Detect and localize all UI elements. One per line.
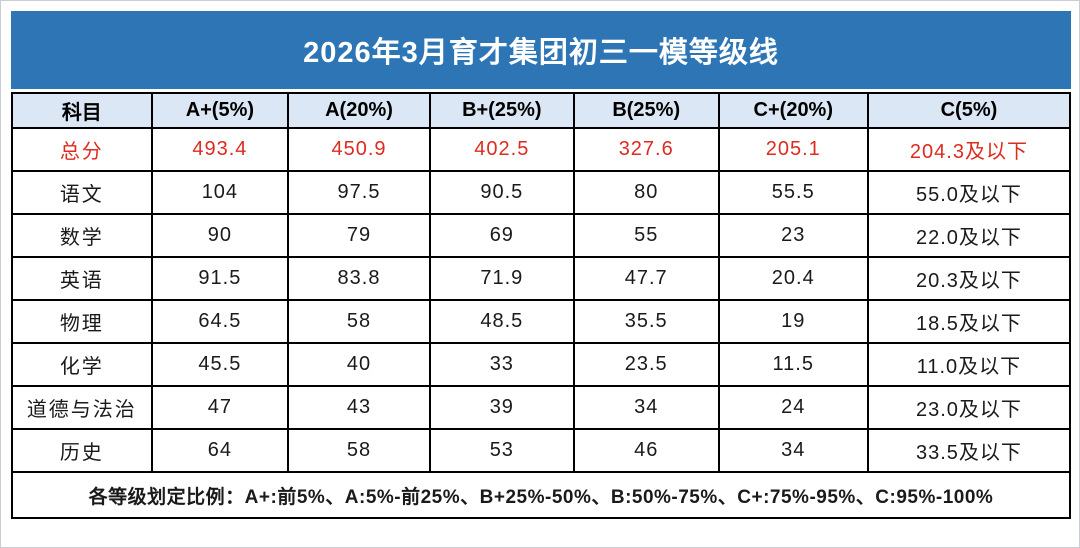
- value-cell: 55.0及以下: [866, 170, 1072, 215]
- subject-cell: 英语: [11, 256, 153, 301]
- subject-cell: 化学: [11, 342, 153, 387]
- value-cell: 23.5: [572, 342, 720, 387]
- subject-cell: 历史: [11, 428, 153, 473]
- table-row: 物理 64.5 58 48.5 35.5 19 18.5及以下: [11, 299, 1072, 344]
- table-body: 总分 493.4 450.9 402.5 327.6 205.1 204.3及以下 语文 104…: [11, 127, 1072, 473]
- value-cell: 327.6: [572, 127, 720, 172]
- value-cell: 64: [150, 428, 290, 473]
- value-cell: 46: [572, 428, 720, 473]
- value-cell: 71.9: [428, 256, 575, 301]
- footnote-row: 各等级划定比例：A+:前5%、A:5%-前25%、B+25%-50%、B:50%…: [11, 471, 1071, 519]
- header-cell: 科目: [11, 92, 153, 129]
- subject-cell: 道德与法治: [11, 385, 153, 430]
- value-cell: 79: [287, 213, 431, 258]
- value-cell: 90: [150, 213, 290, 258]
- value-cell: 48.5: [428, 299, 575, 344]
- grade-line-table: 科目 A+(5%) A(20%) B+(25%) B(25%) C+(20%) C(5%) …: [11, 92, 1072, 519]
- value-cell: 35.5: [572, 299, 720, 344]
- value-cell: 91.5: [150, 256, 290, 301]
- table-row: 道德与法治 47 43 39 34 24 23.0及以下: [11, 385, 1072, 430]
- value-cell: 11.0及以下: [866, 342, 1072, 387]
- value-cell: 22.0及以下: [866, 213, 1072, 258]
- value-cell: 53: [428, 428, 575, 473]
- table-row: 历史 64 58 53 46 34 33.5及以下: [11, 428, 1072, 473]
- header-cell: B(25%): [572, 92, 720, 129]
- value-cell: 80: [572, 170, 720, 215]
- value-cell: 97.5: [287, 170, 431, 215]
- value-cell: 58: [287, 428, 431, 473]
- value-cell: 55: [572, 213, 720, 258]
- value-cell: 450.9: [287, 127, 431, 172]
- value-cell: 47: [150, 385, 290, 430]
- header-row: 科目 A+(5%) A(20%) B+(25%) B(25%) C+(20%) C(5%): [11, 92, 1072, 129]
- table-row: 化学 45.5 40 33 23.5 11.5 11.0及以下: [11, 342, 1072, 387]
- table-row: 总分 493.4 450.9 402.5 327.6 205.1 204.3及以下: [11, 127, 1072, 172]
- value-cell: 205.1: [717, 127, 869, 172]
- header-cell: A(20%): [287, 92, 431, 129]
- value-cell: 104: [150, 170, 290, 215]
- value-cell: 43: [287, 385, 431, 430]
- subject-cell: 总分: [11, 127, 153, 172]
- value-cell: 34: [717, 428, 869, 473]
- subject-cell: 数学: [11, 213, 153, 258]
- value-cell: 83.8: [287, 256, 431, 301]
- header-cell: B+(25%): [428, 92, 575, 129]
- header-cell: A+(5%): [150, 92, 290, 129]
- value-cell: 55.5: [717, 170, 869, 215]
- value-cell: 19: [717, 299, 869, 344]
- value-cell: 493.4: [150, 127, 290, 172]
- value-cell: 69: [428, 213, 575, 258]
- value-cell: 20.3及以下: [866, 256, 1072, 301]
- value-cell: 90.5: [428, 170, 575, 215]
- value-cell: 34: [572, 385, 720, 430]
- header-cell: C(5%): [866, 92, 1072, 129]
- value-cell: 58: [287, 299, 431, 344]
- value-cell: 402.5: [428, 127, 575, 172]
- value-cell: 11.5: [717, 342, 869, 387]
- value-cell: 23: [717, 213, 869, 258]
- table-row: 英语 91.5 83.8 71.9 47.7 20.4 20.3及以下: [11, 256, 1072, 301]
- value-cell: 64.5: [150, 299, 290, 344]
- subject-cell: 语文: [11, 170, 153, 215]
- value-cell: 39: [428, 385, 575, 430]
- subject-cell: 物理: [11, 299, 153, 344]
- value-cell: 24: [717, 385, 869, 430]
- value-cell: 33.5及以下: [866, 428, 1072, 473]
- table-row: 语文 104 97.5 90.5 80 55.5 55.0及以下: [11, 170, 1072, 215]
- header-cell: C+(20%): [717, 92, 869, 129]
- value-cell: 204.3及以下: [866, 127, 1072, 172]
- value-cell: 33: [428, 342, 575, 387]
- grade-line-sheet: 2026年3月育才集团初三一模等级线 科目 A+(5%) A(20%) B+(25%)…: [11, 11, 1072, 519]
- value-cell: 40: [287, 342, 431, 387]
- table-title: 2026年3月育才集团初三一模等级线: [11, 11, 1071, 89]
- value-cell: 23.0及以下: [866, 385, 1072, 430]
- value-cell: 20.4: [717, 256, 869, 301]
- value-cell: 45.5: [150, 342, 290, 387]
- table-row: 数学 90 79 69 55 23 22.0及以下: [11, 213, 1072, 258]
- value-cell: 47.7: [572, 256, 720, 301]
- value-cell: 18.5及以下: [866, 299, 1072, 344]
- footnote: 各等级划定比例：A+:前5%、A:5%-前25%、B+25%-50%、B:50%…: [11, 471, 1071, 519]
